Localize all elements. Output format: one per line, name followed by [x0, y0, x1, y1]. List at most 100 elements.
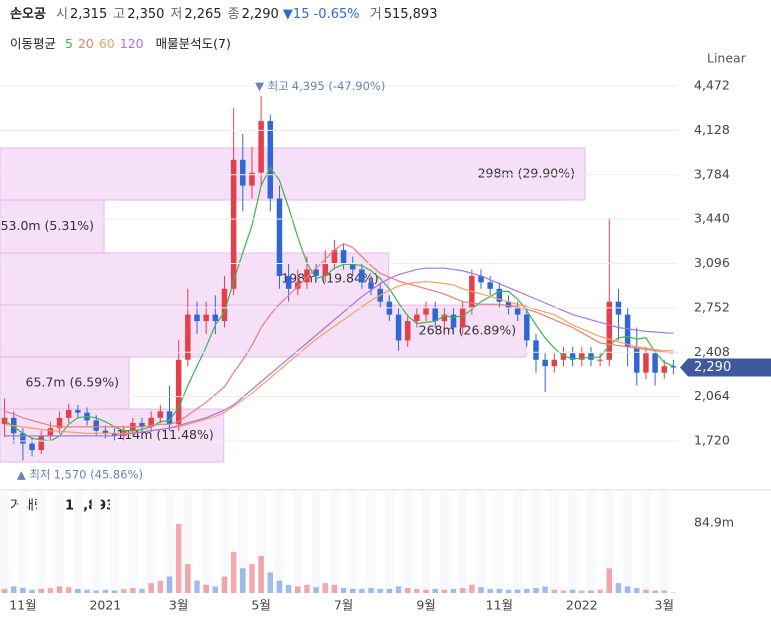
volume-tick-label: 84.9m: [694, 515, 734, 530]
item-label: 고: [113, 7, 126, 22]
volume-bar: [560, 590, 567, 593]
y-tick-label: 4,472: [694, 77, 730, 92]
volume-bar: [10, 586, 17, 593]
volume-bar: [230, 551, 237, 593]
price-header: 손오공 시 2,315 고 2,350 저 2,265 종 2,290 ▼15 -0.65% …: [10, 3, 437, 22]
change: ▼15 -0.65%: [282, 7, 360, 22]
candle-body: [194, 314, 200, 322]
candle-body: [569, 353, 576, 360]
volume-stripe: [329, 491, 339, 593]
candle-body: [38, 435, 44, 451]
candle-body: [230, 159, 237, 289]
candle-body: [661, 366, 668, 373]
volume-stripe: [366, 491, 376, 593]
candle-body: [395, 314, 402, 341]
ma-legend-entry: 20: [77, 36, 94, 51]
item-value: 2,350: [127, 7, 165, 22]
y-tick-label: 3,784: [694, 166, 730, 181]
ma-line: [4, 281, 674, 434]
candle-body: [588, 353, 594, 360]
volume-stripe: [458, 491, 468, 593]
volume-bar: [579, 590, 585, 593]
volume-bar: [130, 588, 136, 593]
volume-bar: [588, 590, 594, 593]
volume-bar: [20, 588, 26, 593]
y-tick-label: 2,752: [694, 299, 730, 314]
candle-body: [285, 275, 292, 289]
volume-stripe: [659, 491, 669, 593]
volume-bar: [478, 587, 484, 593]
x-tick-label: 11월: [9, 598, 36, 613]
annotation-text: 1,570 (45.86%): [54, 467, 143, 481]
ma-legend-entry: 5: [65, 36, 73, 51]
volume-stripe: [531, 491, 541, 593]
indicator-legend: 이동평균 5 20 60 120 매물분석도(7): [10, 33, 231, 52]
candle-body: [478, 275, 484, 283]
volume-bar: [38, 588, 44, 593]
candle-body: [340, 250, 347, 264]
volume-bar: [542, 586, 548, 593]
ma-line: [4, 242, 674, 428]
x-tick-label: 2022: [566, 598, 598, 613]
change-value: 15: [292, 7, 310, 22]
ohlc-items: 시 2,315 고 2,350 저 2,265 종 2,290: [50, 7, 279, 22]
volume-bar: [295, 586, 301, 593]
candle-body: [102, 430, 109, 434]
volume-bar: [111, 590, 118, 593]
annotation-label: 최고: [268, 78, 289, 92]
volume-stripe: [18, 491, 28, 593]
volume-bar: [377, 588, 383, 593]
volume-bar: [514, 589, 521, 593]
volume-bar: [331, 584, 338, 593]
candle-body: [203, 314, 209, 322]
profile-title: 매물분석도(7): [155, 36, 231, 51]
volume-stripe: [274, 491, 285, 593]
volume-bar: [487, 588, 493, 593]
volume-stripe: [201, 491, 211, 593]
candle-body: [634, 346, 640, 373]
candle-body: [514, 308, 521, 315]
candle-body: [459, 308, 466, 328]
volume-bar: [56, 586, 63, 593]
profile-bar: [0, 356, 130, 410]
volume-stripe: [146, 491, 156, 593]
candle-body: [349, 263, 356, 270]
volume-bar: [386, 588, 393, 593]
volume-bar: [157, 580, 164, 593]
volume-bar: [1, 588, 8, 593]
volume-stripe: [549, 491, 559, 593]
volume-bar: [359, 588, 365, 593]
volume-bar: [203, 584, 209, 593]
stock-name: 손오공: [10, 7, 46, 22]
volume-bar: [29, 589, 35, 593]
volume-stripe: [183, 491, 193, 593]
volume-stripe: [403, 491, 413, 593]
volume-stripe: [128, 491, 138, 593]
item-value: 2,265: [184, 7, 222, 22]
volume-stripe: [36, 491, 46, 593]
volume-bar: [139, 588, 145, 593]
volume-bar: [93, 590, 99, 593]
volume-stripe: [384, 491, 394, 593]
ma-line: [4, 267, 674, 437]
volume-stripe: [348, 491, 358, 593]
volume-bar: [102, 589, 109, 593]
volume-bar: [469, 584, 475, 593]
candle-body: [624, 314, 631, 347]
x-tick-label: 2021: [89, 598, 121, 613]
scale-label[interactable]: Linear: [707, 51, 747, 66]
ma-line: [4, 166, 674, 442]
profile-label: 65.7m (6.59%): [26, 375, 119, 390]
x-tick-label: 9월: [416, 598, 435, 613]
volume-bar: [524, 588, 530, 593]
volume-bar: [459, 588, 466, 593]
volume-bar: [404, 588, 411, 593]
candle-body: [267, 121, 274, 199]
x-tick-label: 3월: [655, 598, 674, 613]
candle-body: [65, 410, 72, 418]
volume-bar: [643, 589, 649, 593]
candle-body: [221, 288, 228, 322]
volume-bar: [285, 584, 292, 593]
